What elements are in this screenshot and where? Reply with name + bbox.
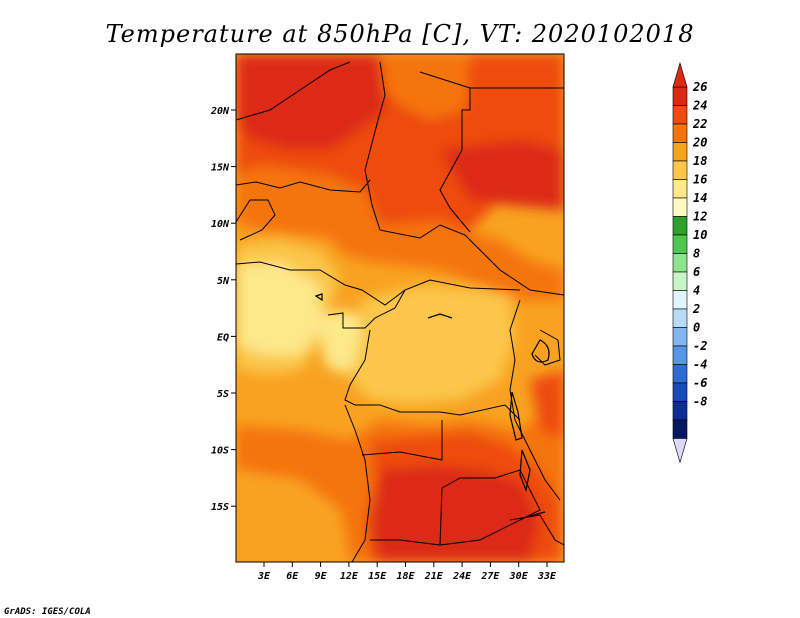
lon-tick-label: 24E: [452, 571, 472, 582]
lat-tick-label: 15S: [211, 502, 229, 513]
colorbar-swatch: [672, 179, 688, 199]
colorbar-swatch: [672, 123, 688, 143]
colorbar-label: 8: [693, 247, 700, 261]
lon-tick-label: 18E: [396, 571, 415, 582]
colorbar-over-triangle: [672, 61, 688, 88]
colorbar-label: 26: [692, 80, 707, 94]
colorbar-swatch: [672, 253, 688, 273]
colorbar-swatch: [672, 105, 688, 125]
lon-tick-label: 6E: [286, 571, 299, 582]
latitude-axis: 20N 15N 10N 5N EQ 5S 10S 15S: [210, 106, 236, 513]
lat-tick-label: 10S: [211, 446, 229, 457]
colorbar-swatch: [672, 401, 688, 421]
colorbar-label: 0: [693, 321, 700, 335]
colorbar-swatch: [672, 86, 688, 106]
longitude-axis: 3E 6E 9E 12E 15E 18E 21E 24E 27E 30E 33E: [257, 562, 557, 582]
lon-tick-label: 21E: [424, 571, 444, 582]
colorbar-label: 20: [692, 136, 707, 150]
lat-tick-label: 5S: [217, 389, 229, 400]
lon-tick-label: 33E: [537, 571, 557, 582]
lon-tick-label: 27E: [480, 571, 500, 582]
colorbar-label: 12: [693, 210, 707, 224]
colorbar-swatch: [672, 216, 688, 236]
colorbar-label: 16: [693, 173, 707, 187]
lon-tick-label: 30E: [509, 571, 529, 582]
colorbar-label: 10: [693, 228, 707, 242]
lat-tick-label: 15N: [211, 163, 230, 174]
lon-tick-label: 15E: [368, 571, 387, 582]
colorbar-label: 6: [693, 265, 700, 279]
grads-credit: GrADS: IGES/COLA: [4, 607, 91, 617]
colorbar-under-triangle: [672, 438, 688, 464]
lat-tick-label: EQ: [217, 332, 229, 343]
colorbar-swatch: [672, 382, 688, 402]
colorbar-swatch: [672, 364, 688, 384]
colorbar-swatch: [672, 197, 688, 217]
lat-tick-label: 5N: [217, 276, 230, 287]
lat-tick-label: 20N: [210, 106, 230, 117]
colorbar-label: 2: [692, 302, 700, 316]
lake-outlines: [314, 293, 550, 517]
colorbar-swatch: [672, 142, 688, 162]
colorbar-label: -6: [693, 376, 707, 390]
map-frame: [235, 53, 565, 563]
colorbar-label: 22: [692, 117, 707, 131]
colorbar-swatch: [672, 160, 688, 180]
colorbar-swatch: [672, 419, 688, 439]
colorbar-swatch: [672, 327, 688, 347]
colorbar-label: -2: [693, 339, 707, 353]
colorbar-swatch: [672, 345, 688, 365]
colorbar-label: 14: [693, 191, 707, 205]
country-borders: [236, 61, 564, 562]
colorbar-label: 4: [693, 284, 700, 298]
temperature-field: [236, 54, 564, 562]
colorbar-label: -8: [693, 395, 707, 409]
colorbar-swatch: [672, 234, 688, 254]
colorbar-swatch: [672, 271, 688, 291]
lon-tick-label: 9E: [315, 571, 328, 582]
lon-tick-label: 3E: [257, 571, 271, 582]
colorbar-swatch: [672, 308, 688, 328]
colorbar-label: -4: [693, 358, 707, 372]
colorbar-label: 18: [693, 154, 707, 168]
lat-tick-label: 10N: [211, 219, 230, 230]
chart-title: Temperature at 850hPa [C], VT: 202010201…: [106, 20, 695, 48]
lon-tick-label: 12E: [340, 571, 359, 582]
colorbar-label: 24: [692, 99, 707, 113]
colorbar-swatch: [672, 290, 688, 310]
